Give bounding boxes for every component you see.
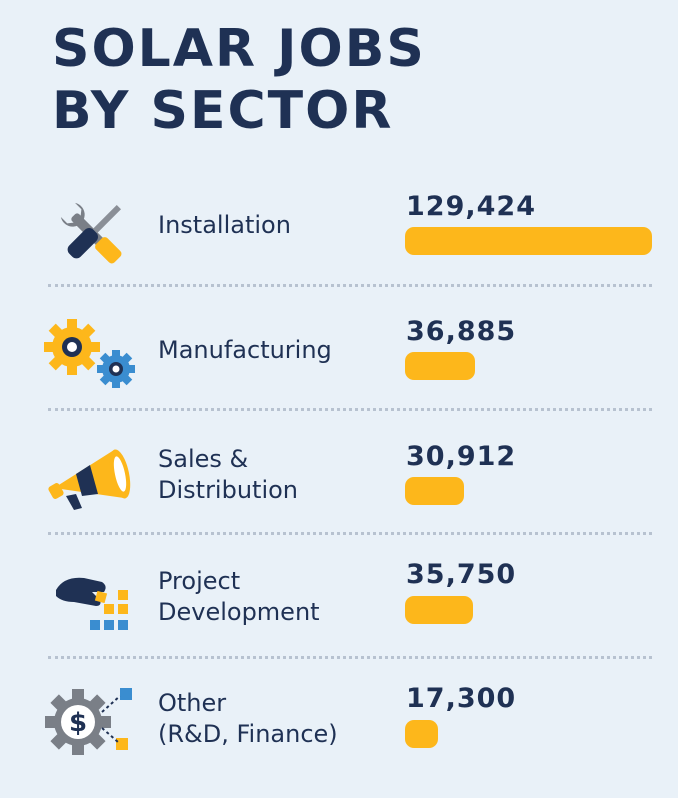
label-line: Manufacturing — [158, 336, 332, 364]
svg-text:$: $ — [69, 708, 87, 738]
divider — [48, 656, 652, 659]
bar — [405, 477, 464, 505]
divider — [48, 408, 652, 411]
bar — [405, 596, 473, 624]
value-label: 35,750 — [406, 559, 517, 590]
value-label: 30,912 — [406, 441, 517, 472]
label-line: Sales & — [158, 445, 249, 473]
divider — [48, 284, 652, 287]
bar — [405, 352, 475, 380]
sector-row-other: $ Other (R&D, Finance) 17,300 — [0, 668, 678, 792]
bar — [405, 720, 438, 748]
title-line-2: BY SECTOR — [52, 81, 394, 141]
megaphone-icon — [48, 449, 131, 510]
gears-icon — [44, 319, 135, 388]
label-line: (R&D, Finance) — [158, 720, 338, 748]
sector-row-project-development: Project Development 35,750 — [0, 544, 678, 668]
gear-dollar-icon: $ — [45, 688, 132, 755]
sector-label: Project Development — [158, 566, 320, 628]
label-line: Installation — [158, 211, 291, 239]
chart-title: SOLAR JOBS BY SECTOR — [52, 18, 426, 142]
sector-label: Other (R&D, Finance) — [158, 688, 338, 750]
sector-label: Installation — [158, 210, 291, 241]
hand-blocks-icon — [56, 577, 128, 630]
value-label: 17,300 — [406, 683, 517, 714]
sector-row-sales-distribution: Sales & Distribution 30,912 — [0, 420, 678, 544]
value-label: 36,885 — [406, 316, 517, 347]
tools-icon — [60, 202, 122, 264]
label-line: Project — [158, 567, 241, 595]
bar — [405, 227, 652, 255]
value-label: 129,424 — [406, 191, 536, 222]
sector-label: Sales & Distribution — [158, 444, 298, 506]
sector-row-installation: Installation 129,424 — [0, 170, 678, 294]
sector-label: Manufacturing — [158, 335, 332, 366]
title-line-1: SOLAR JOBS — [52, 19, 426, 79]
label-line: Other — [158, 689, 227, 717]
label-line: Distribution — [158, 476, 299, 504]
label-line: Development — [158, 598, 320, 626]
sector-row-manufacturing: Manufacturing 36,885 — [0, 295, 678, 419]
divider — [48, 532, 652, 535]
